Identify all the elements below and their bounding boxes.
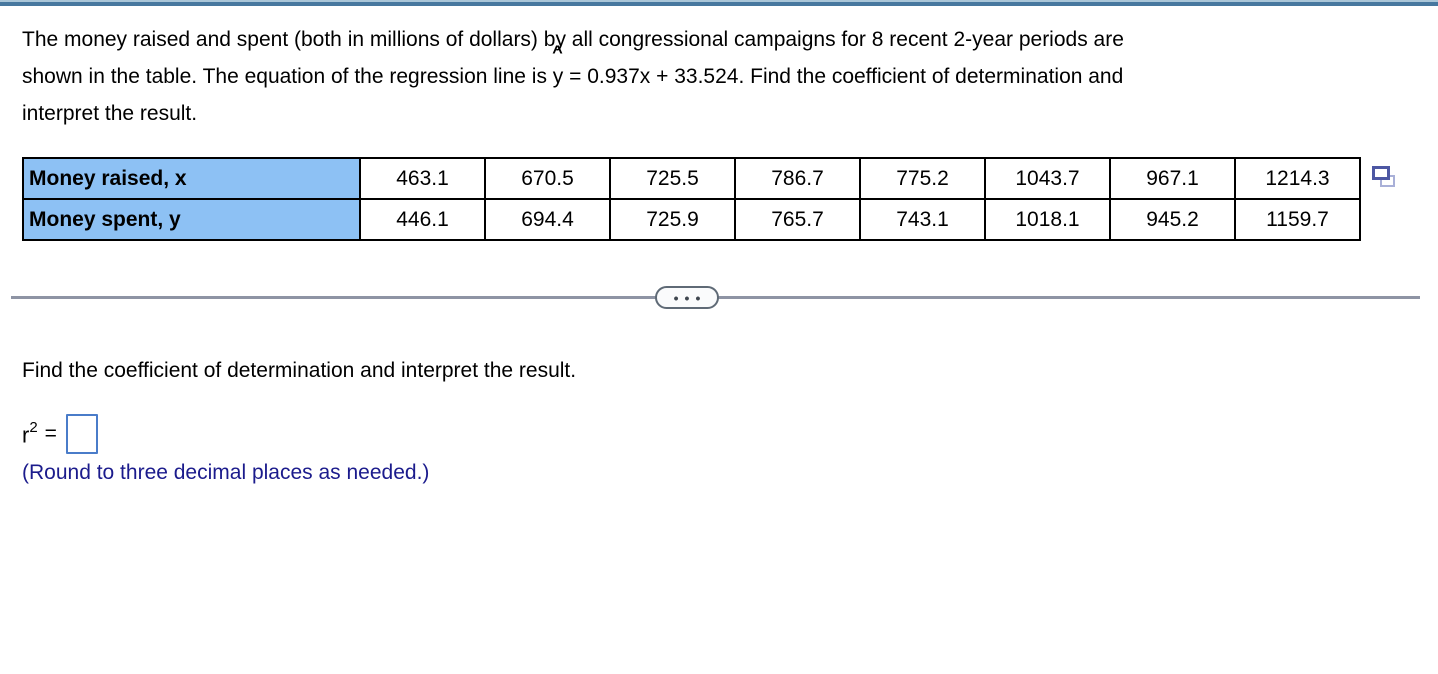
problem-line-1: The money raised and spent (both in mill… (22, 28, 1124, 51)
copy-table-icon[interactable] (1372, 166, 1398, 192)
copy-icon-front-rect (1372, 166, 1390, 180)
r-squared-label: r2 (22, 418, 38, 448)
table-row-money-spent: Money spent, y 446.1 694.4 725.9 765.7 7… (22, 198, 1361, 241)
r-squared-answer-row: r2 = (22, 411, 98, 457)
table-cell: 1214.3 (1234, 157, 1361, 200)
r-base: r (22, 422, 30, 448)
hat-accent: ^ (552, 42, 563, 62)
expand-collapse-button[interactable]: ••• (655, 286, 719, 309)
table-cell: 945.2 (1109, 198, 1236, 241)
section-divider: ••• (11, 286, 1420, 310)
table-cell: 786.7 (734, 157, 861, 200)
table-row-money-raised: Money raised, x 463.1 670.5 725.5 786.7 … (22, 157, 1361, 200)
ellipsis-icon: ••• (673, 289, 707, 306)
table-cell: 725.5 (609, 157, 736, 200)
rounding-instruction: (Round to three decimal places as needed… (22, 461, 430, 484)
table-cell: 446.1 (359, 198, 486, 241)
answer-prompt: Find the coefficient of determination an… (22, 359, 577, 382)
r-exponent: 2 (29, 418, 38, 436)
table-cell: 765.7 (734, 198, 861, 241)
table-cell: 694.4 (484, 198, 611, 241)
table-cell: 775.2 (859, 157, 986, 200)
window-accent-bar (0, 0, 1438, 6)
problem-line-2-post: = 0.937x + 33.524. Find the coefficient … (563, 65, 1124, 88)
problem-statement: The money raised and spent (both in mill… (22, 21, 1418, 132)
table-cell: 1018.1 (984, 198, 1111, 241)
row-header-money-raised: Money raised, x (22, 157, 361, 200)
problem-line-2-pre: shown in the table. The equation of the … (22, 65, 553, 88)
table-cell: 463.1 (359, 157, 486, 200)
data-table: Money raised, x 463.1 670.5 725.5 786.7 … (22, 157, 1361, 241)
problem-line-2: shown in the table. The equation of the … (22, 43, 1418, 95)
y-variable: y (552, 65, 564, 88)
problem-line-3: interpret the result. (22, 102, 198, 125)
table-cell: 743.1 (859, 198, 986, 241)
table-cell: 670.5 (484, 157, 611, 200)
row-header-money-spent: Money spent, y (22, 198, 361, 241)
r-squared-input[interactable] (65, 414, 98, 454)
y-hat-symbol: ^ y (552, 43, 564, 95)
table-cell: 1159.7 (1234, 198, 1361, 241)
table-cell: 725.9 (609, 198, 736, 241)
equals-sign: = (44, 422, 57, 445)
table-cell: 967.1 (1109, 157, 1236, 200)
table-cell: 1043.7 (984, 157, 1111, 200)
